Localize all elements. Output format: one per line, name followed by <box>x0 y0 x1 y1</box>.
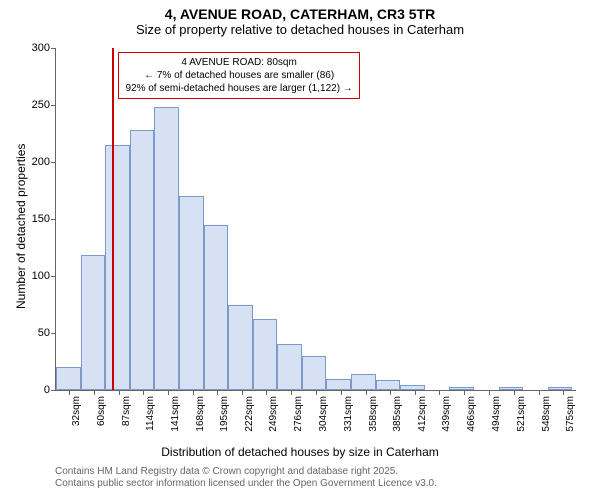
histogram-bar <box>130 130 155 390</box>
x-tick-label: 195sqm <box>217 396 230 432</box>
y-tick-mark <box>51 333 56 334</box>
histogram-bar <box>81 255 106 390</box>
x-tick-mark <box>217 390 218 395</box>
histogram-bar <box>326 379 351 390</box>
histogram-bar <box>253 319 278 390</box>
x-tick-label: 575sqm <box>563 396 576 432</box>
x-tick-mark <box>316 390 317 395</box>
histogram-bar <box>277 344 302 390</box>
histogram-bar <box>179 196 204 390</box>
x-tick-mark <box>168 390 169 395</box>
info-box-line: ← 7% of detached houses are smaller (86) <box>125 69 352 82</box>
x-tick-label: 114sqm <box>143 396 156 431</box>
x-tick-label: 331sqm <box>341 396 354 432</box>
x-tick-mark <box>366 390 367 395</box>
footer-line-2: Contains public sector information licen… <box>55 478 437 490</box>
info-box-line: 4 AVENUE ROAD: 80sqm <box>125 56 352 69</box>
x-tick-mark <box>563 390 564 395</box>
footer-attribution: Contains HM Land Registry data © Crown c… <box>55 466 437 490</box>
plot-area: 05010015020025030032sqm60sqm87sqm114sqm1… <box>55 48 576 391</box>
x-tick-mark <box>69 390 70 395</box>
x-tick-label: 32sqm <box>69 396 82 426</box>
property-marker-line <box>112 48 114 390</box>
footer-line-1: Contains HM Land Registry data © Crown c… <box>55 466 437 478</box>
x-tick-label: 412sqm <box>415 396 428 432</box>
y-tick-mark <box>51 390 56 391</box>
chart-title: 4, AVENUE ROAD, CATERHAM, CR3 5TR <box>0 0 600 22</box>
x-tick-label: 276sqm <box>291 396 304 432</box>
histogram-bar <box>499 387 524 390</box>
x-tick-mark <box>242 390 243 395</box>
histogram-bar <box>105 145 130 390</box>
x-tick-mark <box>341 390 342 395</box>
histogram-bar <box>302 356 327 390</box>
chart-container: 4, AVENUE ROAD, CATERHAM, CR3 5TR Size o… <box>0 0 600 500</box>
x-tick-mark <box>539 390 540 395</box>
y-tick-mark <box>51 105 56 106</box>
histogram-bar <box>449 387 474 390</box>
histogram-bar <box>548 387 573 390</box>
x-tick-label: 141sqm <box>168 396 181 432</box>
x-tick-mark <box>415 390 416 395</box>
y-tick-mark <box>51 276 56 277</box>
y-tick-mark <box>51 48 56 49</box>
x-tick-label: 168sqm <box>193 396 206 432</box>
y-tick-mark <box>51 162 56 163</box>
x-tick-label: 521sqm <box>514 396 527 432</box>
x-tick-label: 439sqm <box>439 396 452 432</box>
x-tick-mark <box>143 390 144 395</box>
x-tick-mark <box>464 390 465 395</box>
x-tick-label: 60sqm <box>94 396 107 426</box>
x-tick-mark <box>489 390 490 395</box>
x-tick-mark <box>94 390 95 395</box>
histogram-bar <box>228 305 253 391</box>
histogram-bar <box>376 380 401 390</box>
histogram-bar <box>351 374 376 390</box>
x-tick-label: 385sqm <box>390 396 403 432</box>
x-tick-label: 494sqm <box>489 396 502 432</box>
x-tick-mark <box>266 390 267 395</box>
x-tick-mark <box>390 390 391 395</box>
x-tick-label: 304sqm <box>316 396 329 432</box>
info-box-line: 92% of semi-detached houses are larger (… <box>125 82 352 95</box>
x-tick-label: 249sqm <box>266 396 279 432</box>
x-tick-mark <box>193 390 194 395</box>
x-tick-label: 358sqm <box>366 396 379 432</box>
y-tick-mark <box>51 219 56 220</box>
histogram-bar <box>56 367 81 390</box>
chart-subtitle: Size of property relative to detached ho… <box>0 22 600 41</box>
histogram-bar <box>400 385 425 390</box>
x-tick-mark <box>439 390 440 395</box>
property-info-box: 4 AVENUE ROAD: 80sqm← 7% of detached hou… <box>118 52 359 99</box>
x-tick-label: 466sqm <box>464 396 477 432</box>
histogram-bar <box>154 107 179 390</box>
x-tick-label: 87sqm <box>119 396 132 426</box>
histogram-bar <box>204 225 229 390</box>
x-tick-mark <box>291 390 292 395</box>
x-tick-label: 222sqm <box>242 396 255 432</box>
x-tick-mark <box>514 390 515 395</box>
x-tick-label: 548sqm <box>539 396 552 432</box>
x-tick-mark <box>119 390 120 395</box>
x-axis-label: Distribution of detached houses by size … <box>0 445 600 459</box>
y-axis-label: Number of detached properties <box>14 144 28 309</box>
